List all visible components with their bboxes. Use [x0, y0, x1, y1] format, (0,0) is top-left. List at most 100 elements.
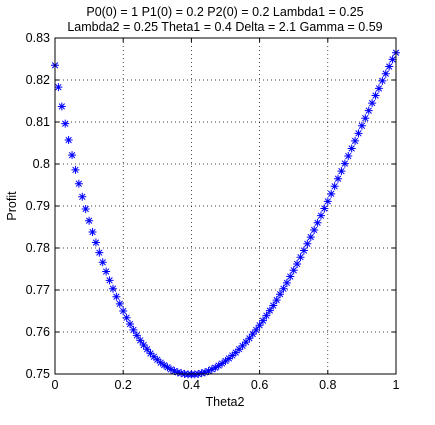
data-point-marker	[201, 368, 210, 377]
data-point-marker	[276, 290, 285, 299]
data-point-marker	[286, 272, 295, 281]
data-point-marker	[149, 352, 158, 361]
data-point-marker	[228, 351, 237, 360]
data-point-marker	[231, 348, 240, 357]
x-tick-label: 0.4	[183, 378, 200, 392]
data-point-marker	[259, 316, 268, 325]
data-point-marker	[211, 363, 220, 372]
data-point-marker	[303, 239, 312, 248]
data-points	[51, 48, 400, 379]
data-point-marker	[156, 358, 165, 367]
data-point-marker	[252, 325, 261, 334]
data-point-marker	[197, 369, 206, 378]
y-tick-label: 0.83	[26, 31, 50, 45]
data-point-marker	[378, 76, 387, 85]
data-point-marker	[95, 248, 104, 257]
data-point-marker	[289, 266, 298, 275]
data-point-marker	[337, 167, 346, 176]
data-point-marker	[361, 114, 370, 123]
data-point-marker	[91, 238, 100, 247]
data-point-marker	[173, 368, 182, 377]
data-point-marker	[282, 278, 291, 287]
data-point-marker	[262, 311, 271, 320]
data-point-marker	[78, 192, 87, 201]
data-point-marker	[269, 301, 278, 310]
data-point-marker	[238, 341, 247, 350]
data-point-marker	[143, 345, 152, 354]
data-point-marker	[296, 253, 305, 262]
x-axis-label: Theta2	[206, 395, 245, 409]
data-point-marker	[207, 365, 216, 374]
data-point-marker	[136, 336, 145, 345]
data-point-marker	[241, 338, 250, 347]
data-point-marker	[323, 197, 332, 206]
y-tick-label: 0.81	[26, 115, 50, 129]
data-point-marker	[248, 330, 257, 339]
data-point-marker	[381, 69, 390, 78]
data-point-marker	[102, 267, 111, 276]
data-point-marker	[357, 121, 366, 130]
data-point-marker	[299, 246, 308, 255]
data-point-marker	[340, 159, 349, 168]
data-point-marker	[265, 306, 274, 315]
data-point-marker	[214, 361, 223, 370]
data-point-marker	[177, 369, 186, 378]
data-point-marker	[371, 91, 380, 100]
grid-lines	[55, 38, 396, 374]
y-tick-label: 0.82	[26, 73, 50, 87]
x-tick-label: 0	[52, 378, 59, 392]
data-point-marker	[313, 218, 322, 227]
data-point-marker	[68, 151, 77, 160]
data-point-marker	[351, 136, 360, 145]
data-point-marker	[139, 341, 148, 350]
y-tick-label: 0.75	[26, 367, 50, 381]
x-tick-label: 1	[393, 378, 400, 392]
data-point-marker	[388, 55, 397, 64]
data-point-marker	[71, 165, 80, 174]
y-tick-label: 0.8	[33, 157, 50, 171]
data-point-marker	[330, 182, 339, 191]
y-tick-label: 0.79	[26, 199, 50, 213]
axes-box	[54, 37, 397, 375]
x-tick-label: 0.6	[251, 378, 268, 392]
data-point-marker	[364, 106, 373, 115]
x-tick-labels: 0 0.2 0.4 0.6 0.8 1	[52, 378, 400, 392]
chart-title-line-2: Lambda2 = 0.25 Theta1 = 0.4 Delta = 2.1 …	[67, 20, 382, 34]
data-point-marker	[85, 216, 94, 225]
x-tick-label: 0.2	[115, 378, 132, 392]
data-point-marker	[170, 367, 179, 376]
data-point-marker	[235, 345, 244, 354]
data-point-marker	[204, 367, 213, 376]
data-point-marker	[293, 259, 302, 268]
data-point-marker	[81, 204, 90, 213]
data-point-marker	[98, 258, 107, 267]
x-tick-label: 0.8	[319, 378, 336, 392]
data-point-marker	[218, 359, 227, 368]
data-point-marker	[272, 296, 281, 305]
y-tick-label: 0.77	[26, 283, 50, 297]
data-point-marker	[64, 136, 73, 145]
data-point-marker	[105, 276, 114, 285]
data-point-marker	[54, 83, 63, 92]
data-point-marker	[368, 99, 377, 108]
data-point-marker	[163, 363, 172, 372]
data-point-marker	[310, 225, 319, 234]
y-tick-label: 0.76	[26, 325, 50, 339]
data-point-marker	[255, 321, 264, 330]
y-tick-label: 0.78	[26, 241, 50, 255]
data-point-marker	[74, 179, 83, 188]
data-point-marker	[221, 356, 230, 365]
data-point-marker	[374, 84, 383, 93]
data-point-marker	[354, 129, 363, 138]
data-point-marker	[112, 292, 121, 301]
data-point-marker	[316, 211, 325, 220]
data-point-marker	[385, 62, 394, 71]
data-point-marker	[115, 299, 124, 308]
data-point-marker	[334, 174, 343, 183]
data-point-marker	[153, 355, 162, 364]
chart-title-line-1: P0(0) = 1 P1(0) = 0.2 P2(0) = 0.2 Lambda…	[86, 5, 363, 19]
data-point-marker	[166, 365, 175, 374]
data-point-marker	[279, 284, 288, 293]
data-point-marker	[119, 307, 128, 315]
